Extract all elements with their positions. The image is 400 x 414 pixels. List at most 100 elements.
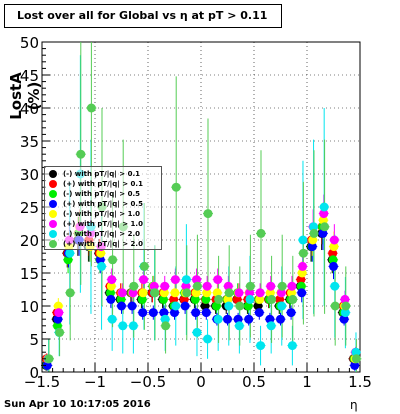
chart-title: Lost over all for Global vs η at pT > 0.… xyxy=(4,4,282,28)
data-point xyxy=(298,261,308,271)
data-point xyxy=(330,301,340,311)
x-axis-label: η xyxy=(350,398,358,412)
data-point xyxy=(65,248,75,258)
data-point xyxy=(192,281,202,291)
data-point xyxy=(139,275,149,285)
legend-label: (+) with pT/|q| > 0.1 xyxy=(63,180,143,188)
x-tick-label: 0 xyxy=(196,373,206,391)
data-point xyxy=(138,308,148,318)
data-point xyxy=(234,321,244,331)
legend-label: (-) with pT/|q| > 0.5 xyxy=(63,190,140,198)
data-point xyxy=(307,242,317,252)
data-point xyxy=(192,275,202,285)
data-point xyxy=(137,294,147,304)
legend-marker-icon xyxy=(49,240,57,248)
y-tick-label: 25 xyxy=(20,199,39,217)
data-point xyxy=(320,222,330,232)
x-tick-label: −0.5 xyxy=(130,373,166,391)
legend-marker-icon xyxy=(49,200,57,208)
data-point xyxy=(319,202,329,212)
data-point xyxy=(214,294,224,304)
data-point xyxy=(254,308,264,318)
legend-marker-icon xyxy=(49,220,57,228)
legend-item: (-) with pT/|q| > 2.0 xyxy=(49,229,140,239)
legend: (-) with pT/|q| > 0.1 (+) with pT/|q| > 0… xyxy=(44,166,162,250)
y-tick-label: 30 xyxy=(20,166,39,184)
legend-marker-icon xyxy=(49,190,57,198)
data-point xyxy=(245,288,255,298)
data-point xyxy=(267,294,277,304)
legend-item: (+) with pT/|q| > 2.0 xyxy=(49,239,143,249)
data-point xyxy=(203,209,213,219)
data-point xyxy=(202,288,212,298)
data-point xyxy=(106,281,116,291)
y-tick-label: 50 xyxy=(20,34,39,52)
legend-marker-icon xyxy=(49,210,57,218)
data-point xyxy=(351,347,361,357)
data-point xyxy=(191,308,201,318)
data-point xyxy=(181,281,191,291)
data-point xyxy=(117,288,127,298)
data-point xyxy=(128,288,138,298)
legend-item: (+) with pT/|q| > 0.1 xyxy=(49,179,143,189)
data-point xyxy=(223,314,232,324)
data-point xyxy=(266,281,276,291)
data-point xyxy=(161,321,171,331)
data-point xyxy=(148,308,158,318)
legend-label: (+) with pT/|q| > 0.5 xyxy=(63,200,143,208)
data-point xyxy=(149,281,159,291)
x-tick-label: 1 xyxy=(302,373,312,391)
data-point xyxy=(180,301,190,311)
data-point xyxy=(158,294,168,304)
data-point xyxy=(309,222,319,232)
data-points xyxy=(41,103,361,370)
data-point xyxy=(244,314,254,324)
data-point xyxy=(329,261,338,271)
data-point xyxy=(201,294,211,304)
data-point xyxy=(54,308,64,318)
data-point xyxy=(256,341,266,351)
data-point xyxy=(213,314,223,324)
data-point xyxy=(65,288,75,298)
data-point xyxy=(139,261,149,271)
data-point xyxy=(287,341,297,351)
data-point xyxy=(106,294,116,304)
data-point xyxy=(53,301,63,311)
y-tick-label: 15 xyxy=(20,265,39,283)
y-tick-label: 45 xyxy=(20,67,39,85)
y-tick-label: 5 xyxy=(29,331,39,349)
y-tick-label: 40 xyxy=(20,100,39,118)
data-point xyxy=(224,301,234,311)
data-point xyxy=(245,294,255,304)
y-tick-label: 20 xyxy=(20,232,39,250)
y-tick-label: 10 xyxy=(20,298,39,316)
legend-item: (+) with pT/|q| > 0.5 xyxy=(49,199,143,209)
data-point xyxy=(235,301,245,311)
data-point xyxy=(224,288,234,298)
data-point xyxy=(97,261,107,271)
data-point xyxy=(44,354,54,364)
y-tick-label: 0 xyxy=(29,364,39,382)
data-point xyxy=(266,321,276,331)
y-axis-label: LostA (%) xyxy=(7,72,43,120)
data-point xyxy=(160,281,170,291)
data-point xyxy=(297,288,307,298)
data-point xyxy=(127,301,137,311)
data-point xyxy=(213,275,223,285)
data-point xyxy=(319,209,329,219)
data-point xyxy=(170,288,180,298)
data-point xyxy=(190,294,200,304)
data-point xyxy=(329,235,339,245)
data-point xyxy=(53,314,63,324)
data-point xyxy=(118,321,128,331)
data-point xyxy=(287,281,297,291)
legend-label: (-) with pT/|q| > 0.1 xyxy=(63,170,140,178)
data-point xyxy=(351,354,361,364)
data-point xyxy=(171,301,181,311)
data-point xyxy=(223,281,233,291)
data-point xyxy=(330,281,340,291)
data-point xyxy=(277,301,287,311)
data-point xyxy=(170,275,180,285)
timestamp: Sun Apr 10 10:17:05 2016 xyxy=(4,399,151,410)
legend-item: (-) with pT/|q| > 0.5 xyxy=(49,189,140,199)
